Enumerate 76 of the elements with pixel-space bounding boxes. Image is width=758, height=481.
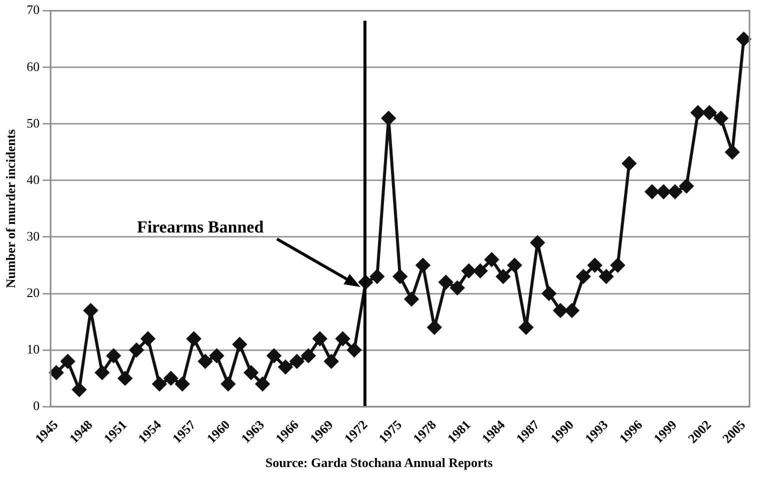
point <box>645 184 660 199</box>
x-tick-label: 1960 <box>204 416 233 446</box>
point <box>530 236 545 250</box>
point <box>232 337 247 352</box>
point <box>702 106 716 120</box>
point <box>175 376 190 391</box>
y-tick-label: 70 <box>26 2 40 18</box>
point <box>450 280 464 295</box>
point <box>404 292 419 306</box>
x-tick-label: 1990 <box>547 416 576 446</box>
point <box>610 258 625 272</box>
point <box>679 179 694 194</box>
point <box>49 366 64 380</box>
y-axis-title: Number of murder incidents <box>3 129 18 288</box>
point <box>416 258 430 272</box>
point <box>72 382 86 397</box>
point <box>324 354 338 368</box>
point <box>95 366 110 380</box>
point <box>84 303 98 318</box>
point <box>244 366 258 380</box>
y-tick-label: 10 <box>26 341 40 356</box>
point <box>564 303 579 318</box>
point <box>473 264 488 278</box>
point <box>164 371 178 386</box>
point <box>484 252 499 267</box>
point <box>438 275 453 290</box>
x-tick-label: 1981 <box>444 416 474 446</box>
y-tick-label: 20 <box>26 284 40 300</box>
point <box>278 360 292 374</box>
y-tick-label: 30 <box>26 228 40 244</box>
point <box>622 156 636 170</box>
point <box>60 354 75 368</box>
point <box>599 270 614 284</box>
y-tick-label: 60 <box>26 58 40 74</box>
point <box>736 32 751 46</box>
point <box>553 303 568 318</box>
point <box>508 258 522 272</box>
point <box>312 332 327 346</box>
point <box>462 264 476 278</box>
source-note: Source: Garda Stochana Annual Reports <box>264 455 494 471</box>
point <box>656 184 671 199</box>
point <box>256 376 270 391</box>
point <box>198 354 212 368</box>
point <box>519 320 534 334</box>
point <box>714 111 728 126</box>
point <box>221 376 236 391</box>
point <box>130 343 144 358</box>
point <box>668 184 682 199</box>
x-tick-label: 1969 <box>306 416 336 446</box>
point <box>347 343 362 358</box>
point <box>186 332 201 346</box>
point <box>370 270 384 284</box>
point <box>382 111 396 126</box>
point <box>496 270 510 284</box>
point <box>152 376 166 391</box>
point <box>290 354 304 368</box>
point <box>106 348 121 363</box>
point <box>210 348 224 363</box>
y-tick-label: 40 <box>26 172 40 187</box>
point <box>118 371 132 386</box>
point <box>393 270 408 284</box>
point <box>267 348 282 363</box>
y-tick-label: 50 <box>26 115 40 130</box>
point <box>725 145 740 160</box>
ref-line-label: Firearms Banned <box>136 217 264 236</box>
y-tick-label: 0 <box>33 398 40 414</box>
point <box>336 332 350 346</box>
point <box>427 320 442 334</box>
x-tick-label: 1951 <box>100 416 130 446</box>
point <box>542 286 556 301</box>
point <box>140 332 155 346</box>
point <box>301 348 316 363</box>
point <box>576 270 590 284</box>
x-tick-label: 1999 <box>650 416 680 446</box>
point <box>588 258 602 272</box>
point <box>690 106 705 120</box>
